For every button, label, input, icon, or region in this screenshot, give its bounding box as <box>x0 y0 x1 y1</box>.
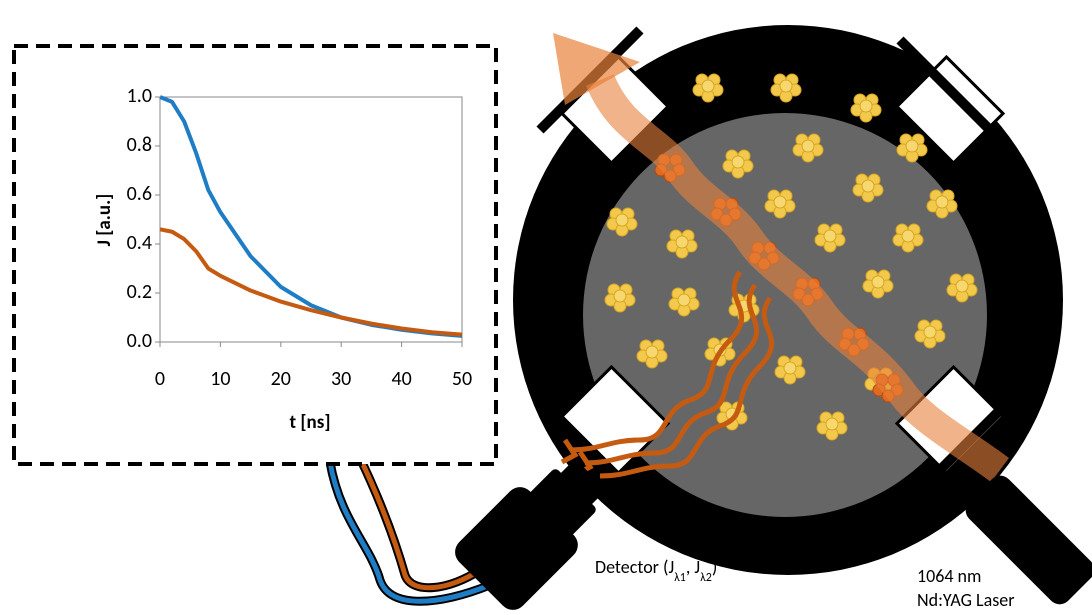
label-text: ) <box>712 556 717 578</box>
laser-label: 1064 nm <box>917 565 981 587</box>
y-tick-label: 0.0 <box>127 329 152 353</box>
inset-frame <box>14 46 496 464</box>
x-tick-label: 10 <box>210 367 230 391</box>
x-tick-label: 20 <box>271 367 291 391</box>
x-tick-label: 30 <box>331 367 351 391</box>
label-text: Detector (J <box>595 556 674 578</box>
y-tick-label: 0.6 <box>127 182 152 206</box>
figure: Detector (Jλ1, Jλ2) 1064 nm Nd:YAG Laser… <box>0 0 1092 615</box>
detector-label: Detector (Jλ1, Jλ2) <box>595 556 717 585</box>
x-tick-label: 40 <box>391 367 411 391</box>
y-tick-label: 0.2 <box>127 280 152 304</box>
label-text: , J <box>686 556 700 578</box>
label-subscript: λ1 <box>674 571 686 585</box>
label-subscript: λ2 <box>700 571 712 585</box>
x-axis-label: t [ns] <box>290 411 331 434</box>
y-axis-label: J [a.u.] <box>93 194 116 247</box>
y-tick-label: 1.0 <box>127 84 152 108</box>
y-tick-label: 0.8 <box>127 133 152 157</box>
chamber-interior <box>583 113 987 517</box>
x-tick-label: 50 <box>452 367 472 391</box>
laser-label: Nd:YAG Laser <box>917 589 1015 611</box>
x-tick-label: 0 <box>155 367 165 391</box>
y-tick-label: 0.4 <box>127 231 152 255</box>
